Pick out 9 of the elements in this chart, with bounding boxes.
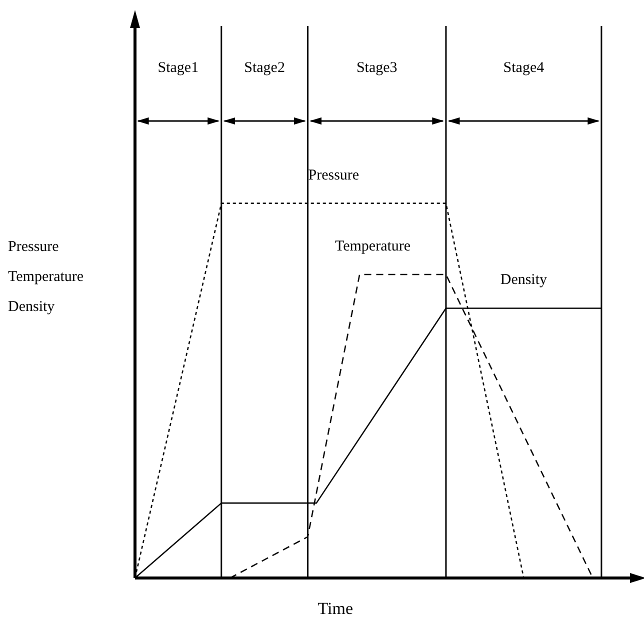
x-axis-title: Time — [318, 599, 354, 618]
series-label: Temperature — [334, 238, 411, 255]
series-label: Pressure — [308, 167, 360, 184]
text: Stage2 — [244, 60, 285, 76]
text: Stage3 — [356, 60, 398, 76]
series-label: Density — [500, 272, 548, 288]
y-axis-title: Pressure Temperature Density — [8, 239, 84, 315]
text: Stage4 — [503, 60, 545, 76]
text: Stage1 — [158, 60, 199, 76]
